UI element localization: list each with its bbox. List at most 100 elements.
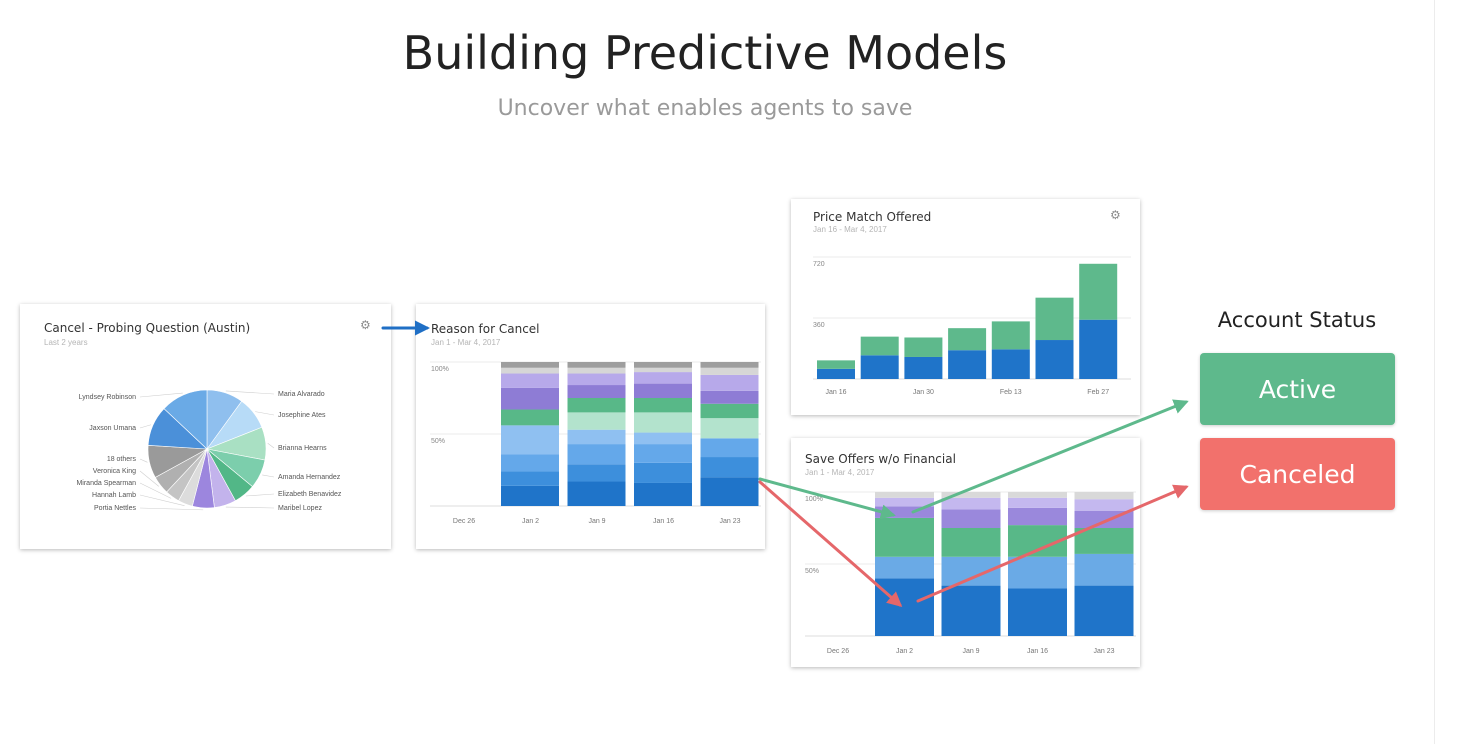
pie-leader-line: [225, 506, 275, 509]
bar-segment[interactable]: [904, 356, 943, 379]
bar-segment[interactable]: [501, 387, 559, 410]
bar-segment[interactable]: [567, 481, 626, 506]
bar-segment[interactable]: [700, 477, 759, 506]
y-tick-label: 50%: [431, 438, 445, 445]
bar-segment[interactable]: [941, 497, 1001, 510]
bar-segment[interactable]: [567, 367, 626, 374]
canceled-button[interactable]: Canceled: [1200, 438, 1395, 510]
bar-segment[interactable]: [567, 398, 626, 413]
bar-segment[interactable]: [941, 492, 1001, 498]
bar-segment[interactable]: [875, 492, 934, 498]
bar-segment[interactable]: [941, 528, 1001, 557]
bar-segment[interactable]: [634, 372, 692, 384]
pie-slice-label: Elizabeth Benavidez: [278, 491, 342, 498]
account-status-title: Account Status: [1217, 308, 1377, 332]
bar-segment[interactable]: [1008, 497, 1067, 508]
pie-leader-line: [245, 493, 275, 497]
bar-segment[interactable]: [567, 385, 626, 398]
bar-segment[interactable]: [941, 585, 1001, 636]
bar-segment[interactable]: [1035, 340, 1074, 379]
x-tick-label: Jan 23: [1093, 648, 1114, 655]
bar-segment[interactable]: [501, 425, 559, 455]
bar-segment[interactable]: [501, 373, 559, 388]
bar-segment[interactable]: [875, 578, 934, 636]
bar-segment[interactable]: [567, 373, 626, 386]
pie-leader-line: [139, 494, 185, 507]
pie-slice[interactable]: [163, 389, 208, 450]
bar-segment[interactable]: [634, 444, 692, 463]
bar-segment[interactable]: [700, 374, 759, 391]
pie-slice-label: Portia Nettles: [94, 505, 137, 512]
bar-segment[interactable]: [634, 367, 692, 373]
bar-segment[interactable]: [860, 355, 899, 379]
bar-segment[interactable]: [875, 517, 934, 557]
active-button[interactable]: Active: [1200, 353, 1395, 425]
pie-leader-line: [225, 390, 275, 395]
pie-slice-label: Veronica King: [93, 468, 136, 475]
bar-segment[interactable]: [991, 349, 1030, 379]
bar-segment[interactable]: [700, 390, 759, 404]
bar-segment[interactable]: [700, 403, 759, 419]
bar-segment[interactable]: [700, 438, 759, 458]
bar-segment[interactable]: [817, 360, 855, 369]
bar-segment[interactable]: [1074, 528, 1134, 554]
bar-segment[interactable]: [948, 328, 987, 351]
bar-segment[interactable]: [1074, 492, 1134, 500]
bar-segment[interactable]: [1008, 492, 1067, 498]
bar-segment[interactable]: [634, 432, 692, 445]
y-tick-label: 100%: [805, 496, 823, 503]
bar-segment[interactable]: [501, 362, 559, 368]
x-tick-label: Feb 13: [1000, 389, 1022, 396]
bar-segment[interactable]: [634, 362, 692, 368]
bar-segment[interactable]: [1008, 507, 1067, 526]
pie-chart: Maria Alvarado Josephine Ates Brianna Hear…: [76, 389, 342, 512]
bar-segment[interactable]: [700, 367, 759, 375]
bar-segment[interactable]: [567, 412, 626, 430]
bar-segment[interactable]: [501, 454, 559, 472]
bar-segment[interactable]: [567, 362, 626, 368]
bar-segment[interactable]: [1079, 263, 1118, 320]
bar-segment[interactable]: [1079, 319, 1118, 379]
bar-segment[interactable]: [991, 321, 1030, 350]
bar-segment[interactable]: [1074, 585, 1134, 636]
bar-segment[interactable]: [501, 471, 559, 486]
bar-segment[interactable]: [634, 482, 692, 506]
bar-segment[interactable]: [875, 506, 934, 518]
bar-segment[interactable]: [904, 337, 943, 357]
bar-segment[interactable]: [634, 412, 692, 433]
bar-segment[interactable]: [948, 350, 987, 379]
bar-segment[interactable]: [1008, 588, 1067, 636]
pie-slice-label: Miranda Spearman: [76, 480, 136, 487]
page-subtitle: Uncover what enables agents to save: [497, 96, 913, 121]
bar-segment[interactable]: [567, 444, 626, 465]
bar-segment[interactable]: [1035, 297, 1074, 341]
x-tick-label: Jan 16: [1027, 648, 1048, 655]
price-chart-subtitle: Jan 16 - Mar 4, 2017: [813, 225, 887, 234]
pie-leader-line: [139, 458, 148, 463]
bar-segment[interactable]: [1008, 556, 1067, 589]
bar-segment[interactable]: [501, 485, 559, 506]
bar-segment[interactable]: [817, 368, 855, 379]
bar-segment[interactable]: [875, 497, 934, 507]
bar-segment[interactable]: [567, 464, 626, 482]
bar-segment[interactable]: [634, 383, 692, 398]
bar-segment[interactable]: [700, 418, 759, 439]
bar-segment[interactable]: [634, 398, 692, 413]
bar-segment[interactable]: [941, 509, 1001, 528]
bar-segment[interactable]: [567, 429, 626, 445]
bar-segment[interactable]: [501, 367, 559, 374]
pie-leader-line: [139, 470, 159, 487]
bar-segment[interactable]: [1074, 499, 1134, 511]
bar-segment[interactable]: [860, 336, 899, 356]
pie-slice-label: Brianna Hearns: [278, 445, 327, 452]
bar-segment[interactable]: [634, 462, 692, 483]
bar-segment[interactable]: [501, 409, 559, 426]
y-tick-label: 100%: [431, 366, 449, 373]
gear-icon[interactable]: ⚙: [360, 318, 371, 332]
bar-segment[interactable]: [700, 457, 759, 478]
bar-segment[interactable]: [700, 362, 759, 368]
reason-chart-card: Reason for Cancel Jan 1 - Mar 4, 2017 10…: [416, 304, 765, 549]
gear-icon[interactable]: ⚙: [1110, 208, 1121, 222]
bar-segment[interactable]: [1074, 553, 1134, 586]
bar-segment[interactable]: [875, 556, 934, 579]
